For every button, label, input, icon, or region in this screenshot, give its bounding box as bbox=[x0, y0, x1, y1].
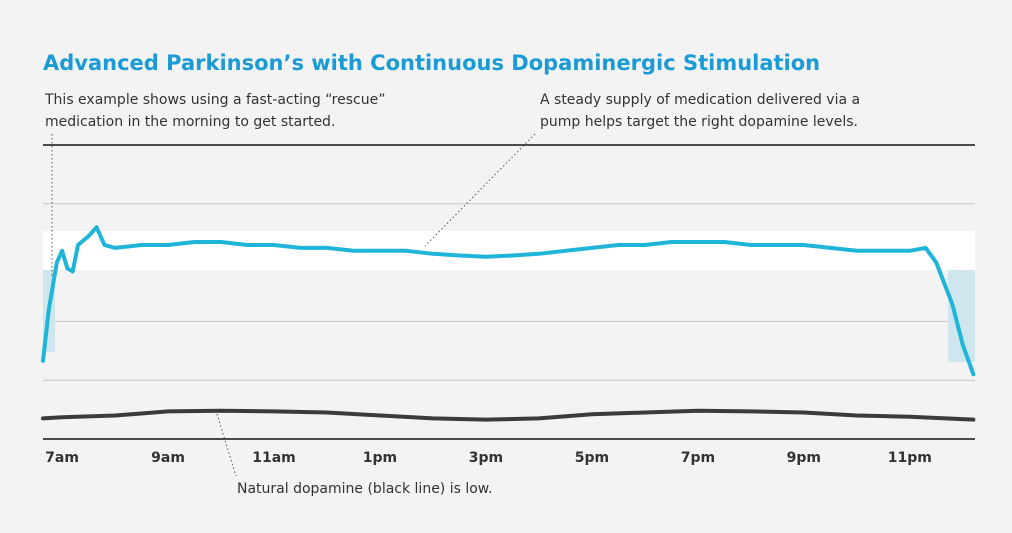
x-tick-label: 9pm bbox=[787, 450, 821, 466]
target-band bbox=[43, 231, 975, 270]
annotation: A steady supply of medication delivered … bbox=[540, 92, 860, 108]
x-tick-label: 7pm bbox=[681, 450, 715, 466]
x-tick-label: 1pm bbox=[363, 450, 397, 466]
x-tick-label: 7am bbox=[45, 450, 79, 466]
annotation: This example shows using a fast-acting “… bbox=[44, 92, 385, 108]
annotation: pump helps target the right dopamine lev… bbox=[540, 114, 858, 130]
annotation: medication in the morning to get started… bbox=[45, 114, 335, 130]
series-line bbox=[41, 408, 976, 422]
chart-title: Advanced Parkinson’s with Continuous Dop… bbox=[43, 51, 820, 75]
x-tick-label: 9am bbox=[151, 450, 185, 466]
x-tick-label: 5pm bbox=[575, 450, 609, 466]
x-tick-label: 11pm bbox=[888, 450, 932, 466]
low-shade bbox=[948, 270, 975, 362]
x-tick-label: 11am bbox=[252, 450, 296, 466]
leader-line bbox=[424, 133, 536, 247]
series-line bbox=[41, 225, 976, 377]
leader-line bbox=[216, 413, 237, 477]
x-tick-label: 3pm bbox=[469, 450, 503, 466]
background-layer bbox=[43, 231, 975, 362]
annotation: Natural dopamine (black line) is low. bbox=[237, 481, 492, 497]
